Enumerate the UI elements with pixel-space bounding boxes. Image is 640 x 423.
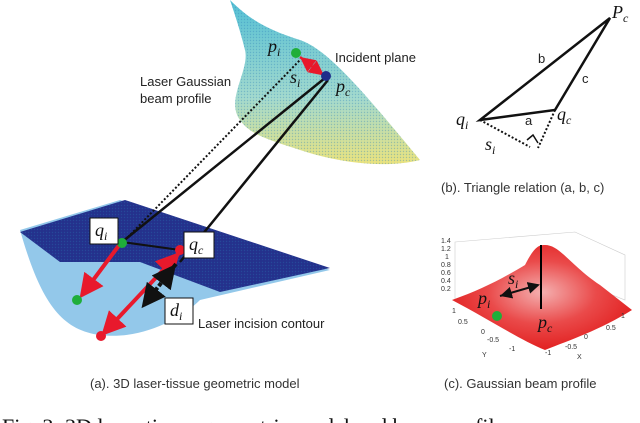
math-pc: pc	[334, 76, 351, 99]
panel-a: Laser Gaussian beam profile Incident pla…	[20, 0, 420, 391]
math-pi: pi	[266, 36, 280, 59]
caption-c: (c). Gaussian beam profile	[444, 376, 596, 391]
svg-text:-1: -1	[509, 346, 515, 353]
caption-b: (b). Triangle relation (a, b, c)	[441, 180, 604, 195]
x-ticks: -1 -0.5 0 0.5 1	[545, 313, 625, 357]
math-si-c: si	[508, 268, 518, 291]
point-pc	[321, 71, 331, 81]
side-b: b	[538, 51, 545, 66]
panel-b: Pc qi qc si b c a (b). Triangle relation…	[441, 2, 629, 195]
qi-box	[89, 217, 119, 245]
math-qc-b: qc	[557, 104, 572, 127]
svg-text:0.2: 0.2	[441, 286, 451, 293]
label-laser-beam: Laser Gaussian	[140, 74, 231, 89]
math-pi-c: pi	[476, 288, 490, 311]
svg-text:0.4: 0.4	[441, 278, 451, 285]
qc-box	[183, 231, 215, 259]
right-angle-mark	[526, 133, 539, 144]
svg-text:0: 0	[481, 329, 485, 336]
svg-text:-1: -1	[545, 350, 551, 357]
side-a: a	[525, 113, 533, 128]
point-pi-c	[492, 311, 502, 321]
point-projected-qi	[72, 295, 82, 305]
axis-label-y: Y	[482, 352, 487, 359]
a-dotted	[537, 109, 556, 149]
math-qi-b: qi	[456, 109, 468, 132]
math-di: di	[170, 300, 182, 323]
svg-text:0: 0	[584, 334, 588, 341]
point-qc	[175, 245, 185, 255]
svg-text:0.5: 0.5	[458, 319, 468, 326]
svg-text:0.5: 0.5	[606, 325, 616, 332]
svg-text:1: 1	[445, 254, 449, 261]
z-ticks: 1.4 1.2 1 0.8 0.6 0.4 0.2	[441, 238, 451, 293]
distance-arrow-di	[141, 262, 178, 309]
beam-profile-line	[124, 59, 301, 241]
label-incision-contour: Laser incision contour	[198, 316, 325, 331]
side-c: c	[582, 71, 589, 86]
math-si: si	[290, 67, 300, 90]
caption-a: (a). 3D laser-tissue geometric model	[90, 376, 300, 391]
math-si-b: si	[485, 134, 495, 157]
point-projected-qc	[96, 331, 106, 341]
point-qi	[117, 238, 127, 248]
svg-text:1: 1	[452, 308, 456, 315]
math-pc-c: pc	[536, 312, 553, 335]
svg-text:-0.5: -0.5	[565, 344, 577, 351]
point-pi	[291, 48, 301, 58]
figure-caption: Fig. 3: 3D laser-tissue geometric model …	[2, 414, 504, 423]
math-Pc: Pc	[611, 2, 629, 25]
svg-text:-0.5: -0.5	[487, 337, 499, 344]
math-qc: qc	[189, 234, 204, 257]
svg-text:1: 1	[621, 313, 625, 320]
svg-text:1.2: 1.2	[441, 246, 451, 253]
label-laser-beam-2: beam profile	[140, 91, 212, 106]
panel-c: 1.4 1.2 1 0.8 0.6 0.4 0.2 1 0.5 0 -0.5 -…	[441, 231, 632, 391]
math-qi: qi	[95, 220, 107, 243]
si-dotted	[479, 119, 531, 148]
ray-qi	[121, 77, 326, 243]
svg-text:0.6: 0.6	[441, 270, 451, 277]
di-box	[164, 297, 194, 325]
si-arrow-c	[499, 282, 540, 299]
svg-text:0.8: 0.8	[441, 262, 451, 269]
svg-text:1.4: 1.4	[441, 238, 451, 245]
segment-qi-qc	[121, 241, 181, 251]
triangle	[475, 17, 612, 122]
y-ticks: 1 0.5 0 -0.5 -1	[452, 308, 515, 353]
si-arrow	[299, 56, 324, 76]
label-incident-plane: Incident plane	[335, 50, 416, 65]
axis-label-x: X	[577, 354, 582, 361]
